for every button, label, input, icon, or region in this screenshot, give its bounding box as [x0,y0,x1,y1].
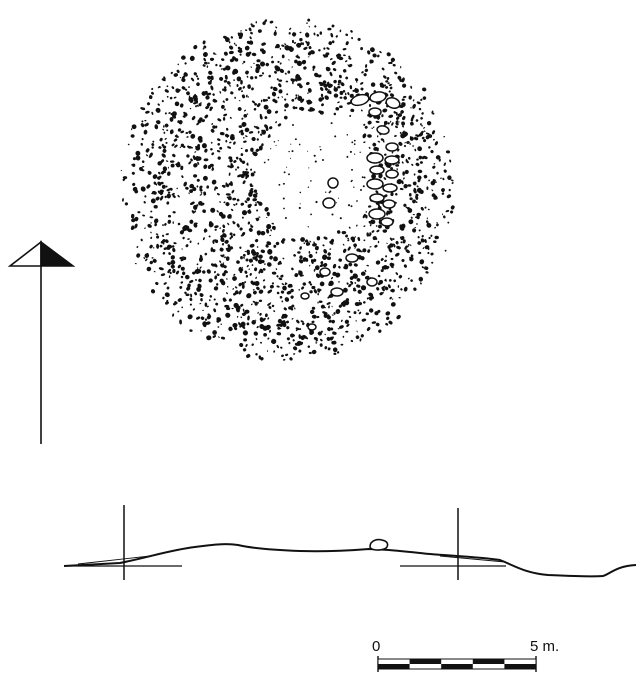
stone-stipple [120,18,455,361]
kerb-stone [322,197,336,209]
scale-segments [377,658,537,670]
kerb-stone [384,155,400,165]
kerb-stone [382,183,398,193]
section-hatch-right [439,555,506,563]
cairn-section-profile [63,505,636,580]
kerb-stone [380,217,394,227]
north-arrow-icon [7,240,76,444]
cairn-plan-view [120,18,455,361]
north-arrow-light-half [7,240,42,267]
kerb-stone [345,253,359,263]
scale-bar-segment [441,664,473,669]
kerb-stone [369,165,385,175]
kerb-stones [300,91,401,331]
kerb-stone [368,208,386,220]
kerb-stone [330,287,344,297]
kerb-stone [368,107,382,117]
kerb-stone [327,177,339,189]
kerb-stone [369,193,385,203]
scale-bar-segment [472,659,505,664]
kerb-stone [350,93,370,107]
section-hatch-left [77,555,151,565]
profile-stone [369,538,389,551]
scale-bar-segment [378,664,410,669]
kerb-stone [382,199,396,209]
kerb-stone [307,323,317,331]
kerb-stone [366,152,384,164]
kerb-stone [366,178,384,190]
kerb-stone [369,91,387,103]
kerb-stone [376,125,390,135]
kerb-stone [385,142,399,152]
kerb-stone [366,277,378,287]
kerb-stone [385,169,399,179]
scale-end-label: 5 m. [530,638,559,655]
scale-start-label: 0 [372,638,380,655]
scale-bar-segment [409,659,442,664]
kerb-stone [319,267,331,277]
north-arrow-dark-half [40,240,76,267]
scale-bar-segment [504,664,536,669]
ground-profile-line [63,543,636,578]
kerb-stone [300,292,310,300]
scale-bar: 0 5 m. [372,638,559,672]
kerb-stone [385,96,401,110]
